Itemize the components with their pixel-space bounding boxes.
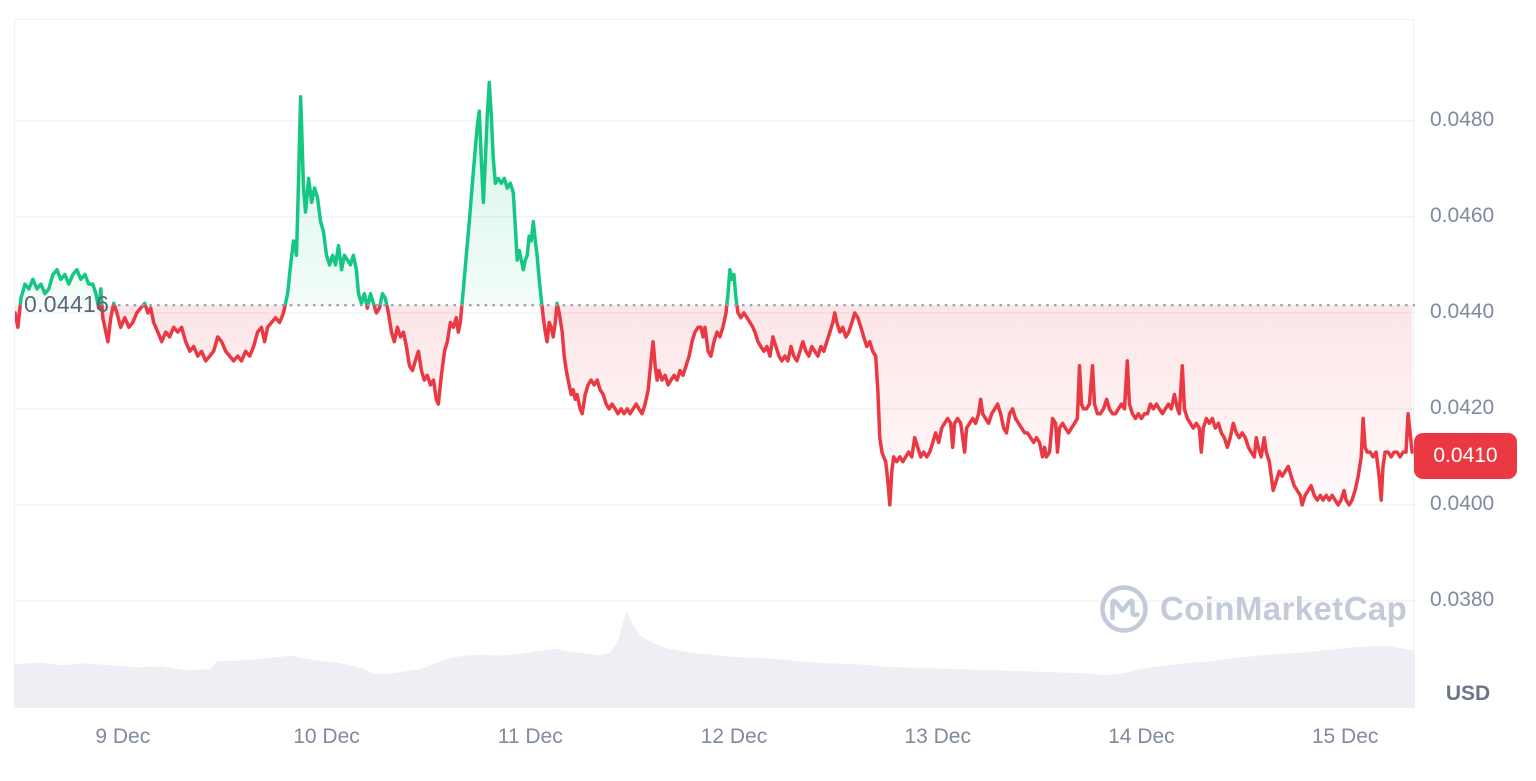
y-tick-label: 0.0440 [1430, 299, 1495, 323]
baseline-price-label: 0.04416 [24, 291, 110, 318]
coinmarketcap-watermark: CoinMarketCap [1098, 582, 1407, 636]
watermark-text: CoinMarketCap [1160, 590, 1408, 627]
x-tick-label: 10 Dec [293, 725, 360, 748]
price-chart-svg [15, 80, 1415, 708]
x-tick-label: 12 Dec [700, 725, 768, 748]
x-tick-label: 9 Dec [95, 725, 151, 748]
x-tick-label: 14 Dec [1108, 725, 1175, 748]
currency-unit-label: USD [1445, 682, 1491, 705]
y-tick-label: 0.0420 [1430, 395, 1495, 419]
y-tick-label: 0.0380 [1430, 587, 1495, 611]
x-tick-label: 13 Dec [904, 725, 971, 748]
y-tick-label: 0.0480 [1430, 107, 1495, 131]
x-tick-label: 11 Dec [497, 725, 563, 748]
y-tick-label: 0.0400 [1430, 491, 1495, 515]
chart-plot-area[interactable] [14, 19, 1415, 708]
y-tick-label: 0.0460 [1430, 203, 1495, 227]
x-tick-label: 15 Dec [1311, 725, 1379, 748]
current-price-badge: 0.0410 [1414, 432, 1517, 479]
coinmarketcap-logo-icon [1100, 585, 1148, 633]
